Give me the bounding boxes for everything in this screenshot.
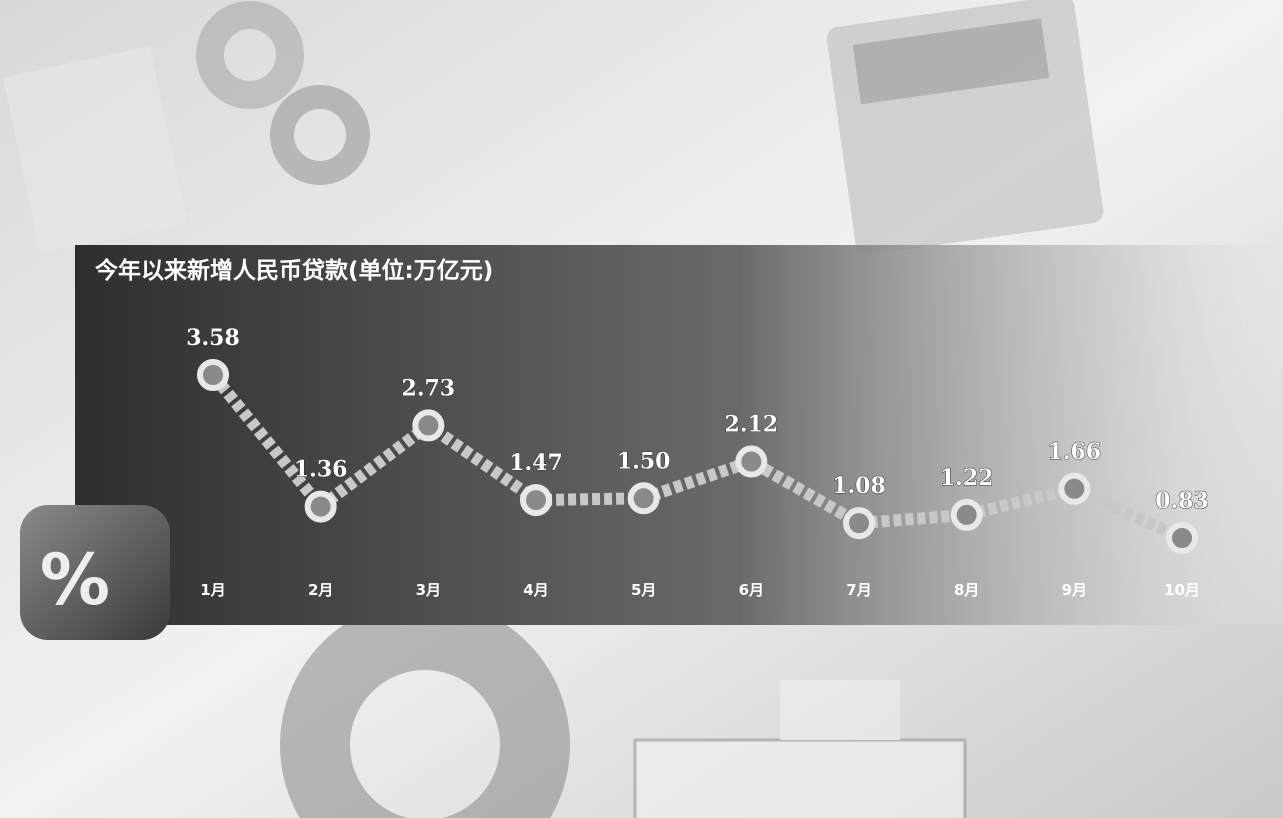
x-tick-label: 10月 xyxy=(1164,581,1200,599)
data-point xyxy=(950,498,983,531)
chart-panel xyxy=(75,245,1283,625)
value-label: 3.58 xyxy=(186,325,240,351)
data-point xyxy=(520,484,552,517)
value-label: 1.47 xyxy=(509,450,563,476)
value-label: 1.22 xyxy=(940,465,994,491)
x-tick-label: 5月 xyxy=(631,581,656,599)
data-point xyxy=(1058,472,1091,505)
x-tick-label: 1月 xyxy=(200,581,225,599)
data-point xyxy=(735,445,768,478)
percent-cube: % xyxy=(20,505,170,640)
value-label: 1.08 xyxy=(832,473,886,499)
x-tick-label: 2月 xyxy=(308,581,333,599)
data-point xyxy=(843,507,875,540)
data-line xyxy=(208,371,1185,544)
data-point xyxy=(197,359,229,391)
x-tick-label: 4月 xyxy=(523,581,548,599)
x-tick-label: 8月 xyxy=(954,581,979,599)
value-label: 1.66 xyxy=(1048,439,1102,465)
value-label: 1.36 xyxy=(294,457,348,483)
decoration xyxy=(2,0,1104,818)
value-label: 0.83 xyxy=(1155,488,1209,514)
value-label: 1.50 xyxy=(617,448,671,474)
chart-title: 今年以来新增人民币贷款(单位:万亿元) xyxy=(95,257,493,284)
x-tick-label: 6月 xyxy=(739,581,764,599)
x-tick-label: 3月 xyxy=(416,581,441,599)
x-tick-label: 9月 xyxy=(1062,581,1087,599)
data-point xyxy=(304,490,337,523)
value-label: 2.12 xyxy=(725,412,779,438)
value-label: 2.73 xyxy=(402,375,456,401)
x-tick-label: 7月 xyxy=(846,581,871,599)
data-point xyxy=(1166,522,1198,554)
svg-text:%: % xyxy=(40,539,110,621)
data-point xyxy=(412,409,445,442)
data-point xyxy=(627,482,660,515)
